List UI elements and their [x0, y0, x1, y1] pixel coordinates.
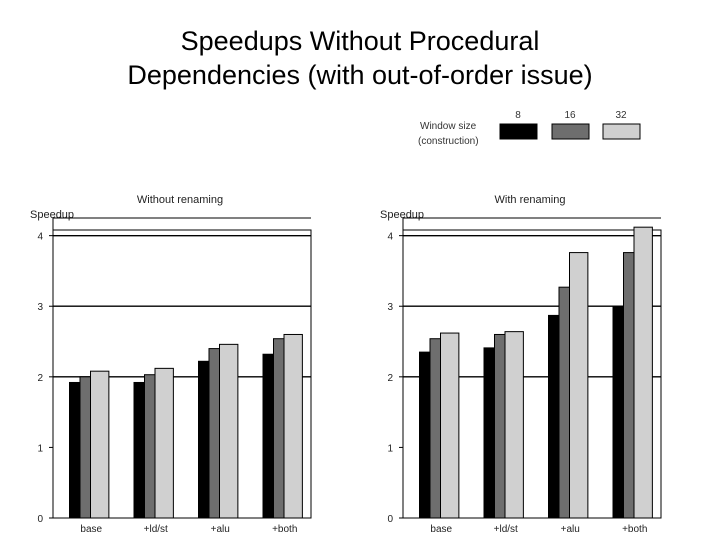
chart-with-renaming-xtick-label-ld-st: +ld/st [494, 524, 518, 535]
chart-with-renaming: With renaming Speedup 0 1 2 3 4 base +ld/st +alu +… [380, 194, 662, 535]
chart-with-renaming-bar-ld-st-8 [483, 347, 495, 519]
chart-without-renaming-ytick-label-3: 3 [37, 302, 43, 313]
chart-without-renaming-bar-alu-32 [219, 343, 239, 519]
slide-title-line-2: Dependencies (with out-of-order issue) [127, 60, 593, 90]
chart-without-renaming-bar-alu-16 [208, 348, 220, 519]
chart-without-renaming-xtick-label-ld-st: +ld/st [144, 524, 168, 535]
chart-without-renaming-xtick-label-base: base [80, 524, 102, 535]
chart-with-renaming-ytick-label-0: 0 [387, 514, 393, 525]
chart-without-renaming-bar-base-16 [79, 376, 91, 519]
chart-without-renaming-bar-base-32 [90, 370, 110, 519]
chart-with-renaming-title: With renaming [495, 194, 566, 206]
chart-without-renaming-ytick-label-1: 1 [37, 443, 43, 454]
chart-without-renaming-bar-ld-st-32 [154, 367, 174, 519]
chart-without-renaming-bar-base-8 [69, 381, 81, 519]
chart-with-renaming-xtick-label-base: base [430, 524, 452, 535]
chart-with-renaming-bar-alu-8 [548, 314, 560, 519]
chart-without-renaming-bar-ld-st-8 [133, 381, 145, 519]
legend-entry-label-8: 8 [515, 110, 521, 121]
chart-with-renaming-bar-base-32 [440, 332, 460, 519]
chart-without-renaming-xtick-label-both: +both [272, 524, 297, 535]
chart-with-renaming-bar-base-8 [419, 351, 431, 519]
chart-without-renaming-bar-both-32 [283, 333, 303, 519]
chart-without-renaming-ylabel: Speedup [30, 209, 74, 221]
chart-with-renaming-ytick-label-3: 3 [387, 302, 393, 313]
chart-without-renaming-ytick-label-0: 0 [37, 514, 43, 525]
chart-without-renaming-bar-both-16 [273, 338, 285, 519]
slide-title-line-1: Speedups Without Procedural [180, 26, 540, 56]
chart-with-renaming-ytick-label-2: 2 [387, 373, 393, 384]
slide-title: Speedups Without Procedural Dependencies… [0, 24, 720, 92]
chart-without-renaming-ytick-label-2: 2 [37, 373, 43, 384]
legend-swatch-32 [602, 123, 641, 140]
chart-without-renaming-bar-ld-st-16 [144, 374, 156, 519]
chart-with-renaming-ylabel: Speedup [380, 209, 424, 221]
chart-with-renaming-bar-both-32 [633, 226, 653, 519]
chart-without-renaming-xtick-label-alu: +alu [211, 524, 230, 535]
chart-with-renaming-bar-alu-32 [569, 252, 589, 519]
legend-swatch-8 [499, 123, 538, 140]
legend-entry-label-32: 32 [615, 110, 627, 121]
legend-label-line-2: (construction) [418, 136, 479, 147]
chart-without-renaming-ytick-label-4: 4 [37, 232, 43, 243]
chart-with-renaming-bar-both-16 [623, 252, 635, 519]
chart-with-renaming-bar-ld-st-32 [504, 331, 524, 519]
chart-with-renaming-xtick-label-alu: +alu [561, 524, 580, 535]
chart-with-renaming-bar-base-16 [429, 338, 441, 519]
chart-with-renaming-bar-both-8 [612, 305, 624, 519]
chart-without-renaming-title: Without renaming [137, 194, 223, 206]
chart-without-renaming: Without renaming Speedup 0 1 2 3 4 base +ld/st +a… [30, 194, 312, 535]
chart-with-renaming-ytick-label-4: 4 [387, 232, 393, 243]
legend-swatch-16 [551, 123, 590, 140]
chart-without-renaming-bar-both-8 [262, 353, 274, 519]
chart-with-renaming-bar-alu-16 [558, 286, 570, 519]
chart-with-renaming-xtick-label-both: +both [622, 524, 647, 535]
legend-entry-label-16: 16 [564, 110, 576, 121]
chart-without-renaming-bar-alu-8 [198, 360, 210, 519]
chart-with-renaming-ytick-label-1: 1 [387, 443, 393, 454]
legend-label-line-1: Window size [420, 121, 477, 132]
chart-with-renaming-bar-ld-st-16 [494, 333, 506, 519]
